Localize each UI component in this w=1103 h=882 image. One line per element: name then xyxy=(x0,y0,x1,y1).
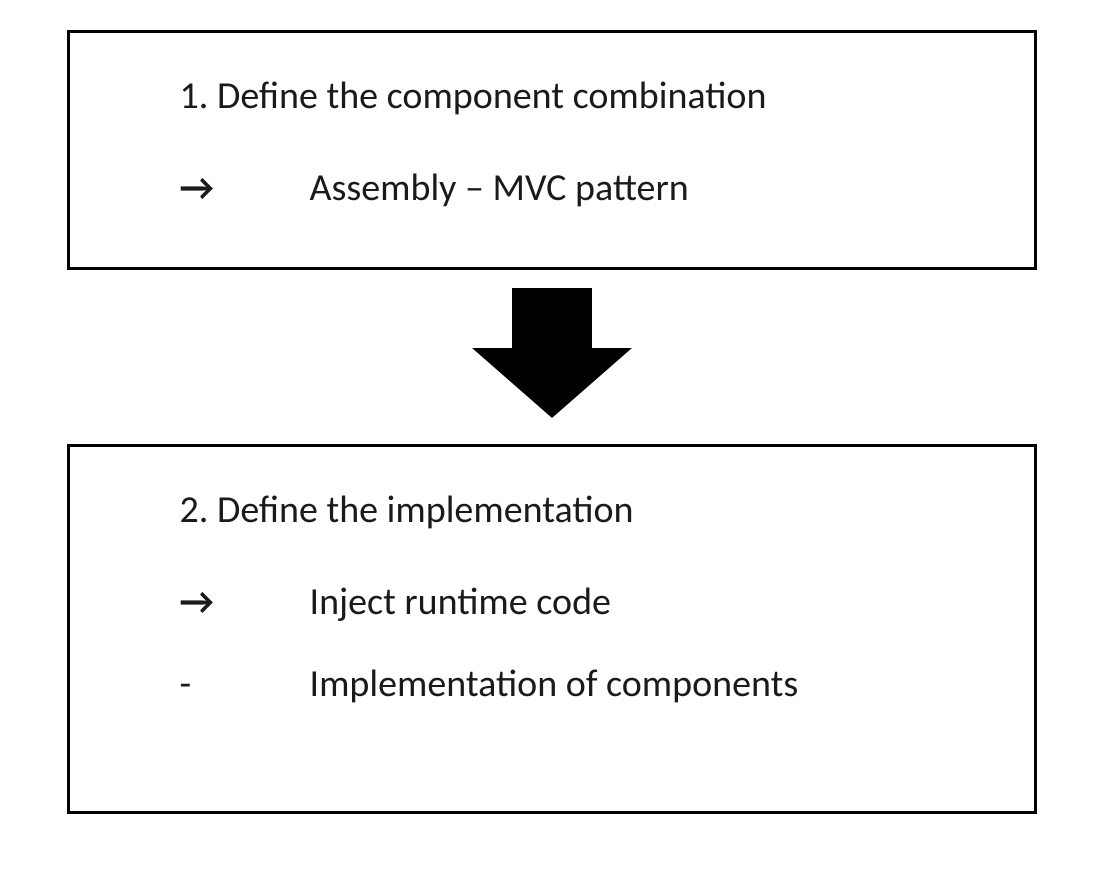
step-2-row-1: - Implementation of components xyxy=(180,661,994,707)
step-2-row-1-text: Implementation of components xyxy=(310,661,799,707)
flowchart-diagram: 1. Define the component combination → As… xyxy=(60,30,1043,814)
arrow-bullet-icon: → xyxy=(180,165,310,211)
step-2-row-0: → Inject runtime code xyxy=(180,579,994,625)
step-1-row-0: → Assembly – MVC pattern xyxy=(180,165,994,211)
connector-arrow-down xyxy=(472,288,632,418)
step-1-title: 1. Define the component combination xyxy=(180,73,994,119)
step-2-box: 2. Define the implementation → Inject ru… xyxy=(67,444,1037,814)
block-arrow-down-icon xyxy=(472,288,632,418)
step-1-row-0-text: Assembly – MVC pattern xyxy=(310,165,689,211)
dash-bullet-icon: - xyxy=(180,661,310,707)
step-2-title: 2. Define the implementation xyxy=(180,487,994,533)
step-2-row-0-text: Inject runtime code xyxy=(310,579,611,625)
arrow-bullet-icon: → xyxy=(180,579,310,625)
step-1-box: 1. Define the component combination → As… xyxy=(67,30,1037,270)
